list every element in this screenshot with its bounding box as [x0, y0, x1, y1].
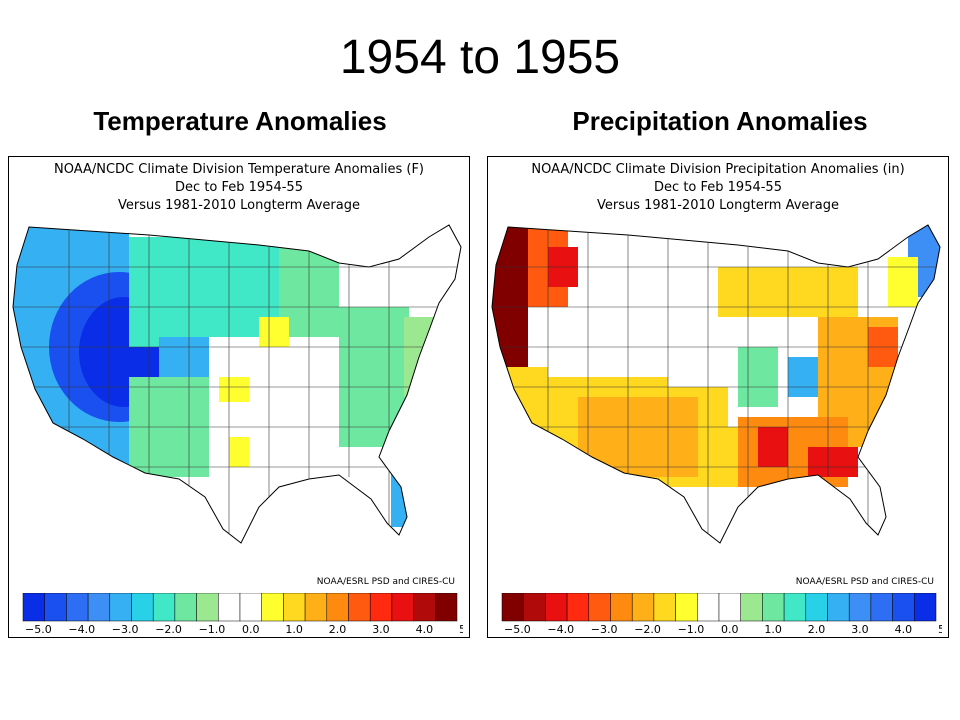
colorbar-swatch — [610, 593, 633, 622]
colorbar-tick-label: 1.0 — [764, 623, 782, 635]
colorbar-tick-label: 5.0 — [938, 623, 942, 635]
colorbar-swatch — [762, 593, 785, 622]
temperature-colorbar: −5.0 −4.0 −3.0 −2.0 −1.0 0.0 1.0 2.0 3.0 4.0 5.0 — [22, 593, 463, 635]
header-line: Dec to Feb 1954-55 — [654, 180, 782, 195]
colorbar-tick-label: 4.0 — [895, 623, 913, 635]
colorbar-swatch — [174, 593, 197, 622]
colorbar-swatch — [566, 593, 590, 622]
colorbar-swatch — [87, 593, 111, 622]
precipitation-credit: NOAA/ESRL PSD and CIRES-CU — [795, 577, 934, 587]
colorbar-tick-label: −1.0 — [678, 623, 705, 635]
colorbar-swatch — [239, 593, 262, 622]
colorbar-swatch — [22, 593, 45, 622]
temperature-subtitle: Temperature Anomalies — [93, 106, 387, 136]
temperature-credit: NOAA/ESRL PSD and CIRES-CU — [316, 577, 455, 587]
colorbar-swatch — [848, 593, 872, 622]
colorbar-tick-label: −3.0 — [112, 623, 139, 635]
temperature-map-header: NOAA/NCDC Climate Division Temperature A… — [9, 161, 469, 215]
colorbar-swatch — [697, 593, 720, 622]
colorbar-swatch — [631, 593, 655, 622]
colorbar-swatch — [523, 593, 546, 622]
colorbar-swatch — [740, 593, 763, 622]
header-line: Versus 1981-2010 Longterm Average — [597, 198, 839, 213]
colorbar-tick-label: −3.0 — [591, 623, 618, 635]
colorbar-swatch — [44, 593, 67, 622]
colorbar-swatch — [348, 593, 371, 622]
temperature-us-map — [12, 224, 462, 544]
header-line: NOAA/NCDC Climate Division Temperature A… — [53, 162, 425, 177]
colorbar-swatch — [435, 593, 458, 622]
colorbar-swatch — [304, 593, 328, 622]
colorbar-tick-label: −4.0 — [547, 623, 574, 635]
colorbar-swatch — [109, 593, 132, 622]
colorbar-tick-label: 2.0 — [808, 623, 826, 635]
colorbar-swatch — [783, 593, 807, 622]
colorbar-tick-label: −2.0 — [634, 623, 661, 635]
precipitation-map-header: NOAA/NCDC Climate Division Precipitation… — [488, 161, 948, 215]
colorbar-swatch — [413, 593, 436, 622]
colorbar-tick-label: −4.0 — [68, 623, 95, 635]
colorbar-swatch — [218, 593, 241, 622]
colorbar-swatch — [66, 593, 89, 622]
colorbar-swatch — [805, 593, 828, 622]
colorbar-tick-label: 0.0 — [242, 623, 260, 635]
colorbar-swatch — [914, 593, 937, 622]
precipitation-colorbar: −5.0 −4.0 −3.0 −2.0 −1.0 0.0 1.0 2.0 3.0 4.0 5.0 — [501, 593, 942, 635]
colorbar-swatch — [391, 593, 414, 622]
colorbar-swatch — [653, 593, 676, 622]
colorbar-tick-label: −1.0 — [199, 623, 226, 635]
colorbar-tick-label: 0.0 — [721, 623, 739, 635]
colorbar-tick-label: 5.0 — [459, 623, 463, 635]
colorbar-swatch — [718, 593, 741, 622]
header-line: Dec to Feb 1954-55 — [175, 180, 303, 195]
precipitation-us-map — [491, 224, 941, 544]
colorbar-swatch — [261, 593, 284, 622]
colorbar-tick-label: 4.0 — [416, 623, 434, 635]
colorbar-swatch — [827, 593, 850, 622]
colorbar-tick-label: 3.0 — [372, 623, 390, 635]
colorbar-swatch — [545, 593, 568, 622]
colorbar-tick-label: −5.0 — [25, 623, 52, 635]
slide-title: 1954 to 1955 — [339, 31, 621, 84]
header-line: NOAA/NCDC Climate Division Precipitation… — [531, 162, 905, 177]
colorbar-swatch — [152, 593, 176, 622]
precipitation-subtitle: Precipitation Anomalies — [572, 106, 868, 136]
header-line: Versus 1981-2010 Longterm Average — [118, 198, 360, 213]
colorbar-tick-label: 3.0 — [851, 623, 869, 635]
colorbar-swatch — [892, 593, 915, 622]
precipitation-map-panel: NOAA/NCDC Climate Division Precipitation… — [487, 156, 949, 638]
colorbar-tick-label: 1.0 — [285, 623, 303, 635]
colorbar-swatch — [675, 593, 698, 622]
colorbar-swatch — [326, 593, 349, 622]
colorbar-tick-label: 2.0 — [329, 623, 347, 635]
colorbar-tick-label: −2.0 — [155, 623, 182, 635]
colorbar-swatch — [588, 593, 611, 622]
colorbar-swatch — [196, 593, 219, 622]
temperature-map-panel: NOAA/NCDC Climate Division Temperature A… — [8, 156, 470, 638]
colorbar-tick-label: −5.0 — [504, 623, 531, 635]
colorbar-swatch — [870, 593, 893, 622]
colorbar-swatch — [283, 593, 306, 622]
colorbar-swatch — [369, 593, 393, 622]
colorbar-swatch — [131, 593, 154, 622]
colorbar-swatch — [501, 593, 524, 622]
